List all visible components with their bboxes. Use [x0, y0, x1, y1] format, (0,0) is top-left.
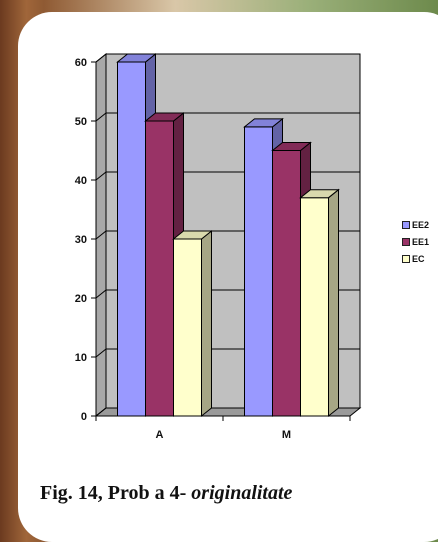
legend-label-ec: EC — [412, 253, 425, 264]
bar-front-ec-a — [173, 238, 202, 417]
bar-top-ee1-m — [271, 142, 312, 151]
bar-side-ec-a — [201, 229, 212, 418]
y-tick-label: 60 — [75, 57, 87, 69]
bar-front-ee2-m — [244, 126, 273, 417]
legend-item-ec: EC — [402, 250, 429, 267]
bar-top-ec-m — [299, 189, 340, 199]
y-tick-label: 10 — [75, 352, 87, 364]
bar-front-ee1-a — [145, 120, 174, 417]
y-tick-label: 50 — [75, 116, 87, 128]
y-gridline — [95, 53, 360, 63]
figure-caption: Fig. 14, Prob a 4- originalitate — [40, 482, 292, 505]
bar-front-ec-m — [300, 197, 329, 417]
bar-chart: 0 10 20 30 40 50 60 A M — [75, 52, 362, 441]
x-tick-label: A — [156, 429, 164, 441]
caption-prefix: Fig. 14, Prob a 4- — [40, 482, 192, 504]
y-tick-label: 40 — [75, 175, 87, 187]
y-gridline — [95, 112, 360, 122]
y-tick-label: 30 — [75, 234, 87, 246]
legend-swatch-ee1 — [402, 237, 410, 246]
y-tick-label: 0 — [81, 411, 87, 423]
bar-top-ee2-a — [116, 53, 157, 63]
legend-item-ee2: EE2 — [402, 216, 429, 233]
x-tick-label: M — [282, 429, 291, 441]
bar-side-ec-m — [328, 188, 339, 418]
legend-swatch-ee2 — [402, 220, 410, 229]
chart-legend: EE2 EE1 EC — [402, 216, 429, 267]
bar-front-ee1-m — [272, 150, 301, 417]
legend-swatch-ec — [402, 254, 410, 263]
bar-front-ee2-a — [117, 61, 146, 417]
legend-label-ee1: EE1 — [412, 236, 430, 247]
bar-top-ee2-m — [243, 118, 284, 128]
caption-italic: originalitate — [191, 482, 293, 504]
legend-item-ee1: EE1 — [402, 233, 429, 250]
bar-top-ee1-a — [144, 112, 185, 122]
bar-top-ec-a — [172, 230, 213, 240]
legend-label-ee2: EE2 — [412, 219, 430, 230]
y-tick-label: 20 — [75, 293, 87, 305]
